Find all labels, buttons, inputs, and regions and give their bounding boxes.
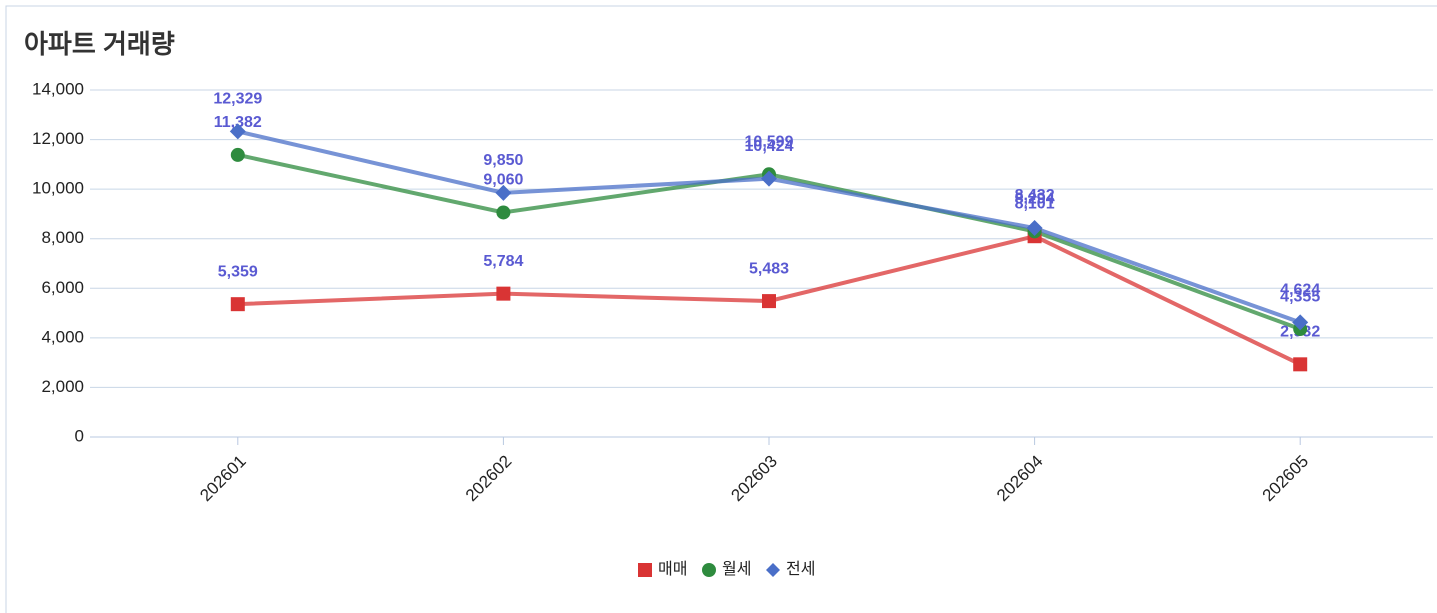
legend-label: 매매 (658, 560, 687, 578)
marker (1292, 314, 1309, 331)
legend-marker (702, 563, 716, 577)
marker (762, 294, 776, 309)
marker (229, 123, 246, 140)
y-tick-label: 2,000 (41, 377, 84, 396)
marker (761, 170, 777, 187)
legend-label: 월세 (722, 560, 751, 578)
y-tick-label: 8,000 (41, 228, 84, 247)
legend-label: 전세 (786, 560, 815, 578)
value-label: 8,294 (1015, 191, 1055, 208)
y-tick-label: 12,000 (32, 129, 84, 148)
value-label: 4,355 (1280, 288, 1320, 305)
y-tick-label: 0 (75, 426, 84, 445)
legend-marker (638, 563, 652, 577)
value-label: 10,599 (745, 134, 794, 151)
x-tick-label: 202603 (727, 452, 781, 506)
value-label: 9,850 (483, 152, 523, 169)
value-label: 5,359 (218, 263, 258, 280)
x-tick-label: 202602 (462, 452, 516, 506)
value-label: 9,060 (483, 172, 523, 189)
marker (495, 184, 512, 201)
legend: 매매 월세 전세 (638, 560, 815, 578)
value-label: 10,424 (745, 138, 794, 155)
chart-title: 아파트 거래량 (24, 29, 175, 59)
y-tick-label: 10,000 (32, 179, 84, 198)
y-tick-label: 14,000 (32, 79, 84, 98)
marker (230, 147, 245, 162)
marker (1293, 357, 1308, 372)
marker (230, 297, 245, 312)
value-label: 4,624 (1280, 282, 1320, 299)
marker (1026, 220, 1043, 237)
value-label: 11,382 (214, 114, 262, 131)
value-label: 8,432 (1015, 187, 1055, 204)
value-label: 5,483 (749, 260, 789, 277)
marker (496, 205, 511, 220)
x-tick-label: 202605 (1259, 452, 1313, 506)
frame (5, 5, 1437, 613)
value-label: 12,329 (213, 91, 262, 108)
series-line (237, 129, 1301, 325)
legend-marker (766, 563, 780, 577)
value-label: 8,101 (1015, 195, 1055, 212)
x-tick-label: 202604 (993, 452, 1047, 506)
y-tick-label: 6,000 (41, 278, 84, 297)
marker (496, 286, 511, 301)
y-tick-label: 4,000 (41, 327, 84, 346)
value-label: 5,784 (483, 253, 523, 270)
x-tick-label: 202601 (196, 452, 250, 506)
